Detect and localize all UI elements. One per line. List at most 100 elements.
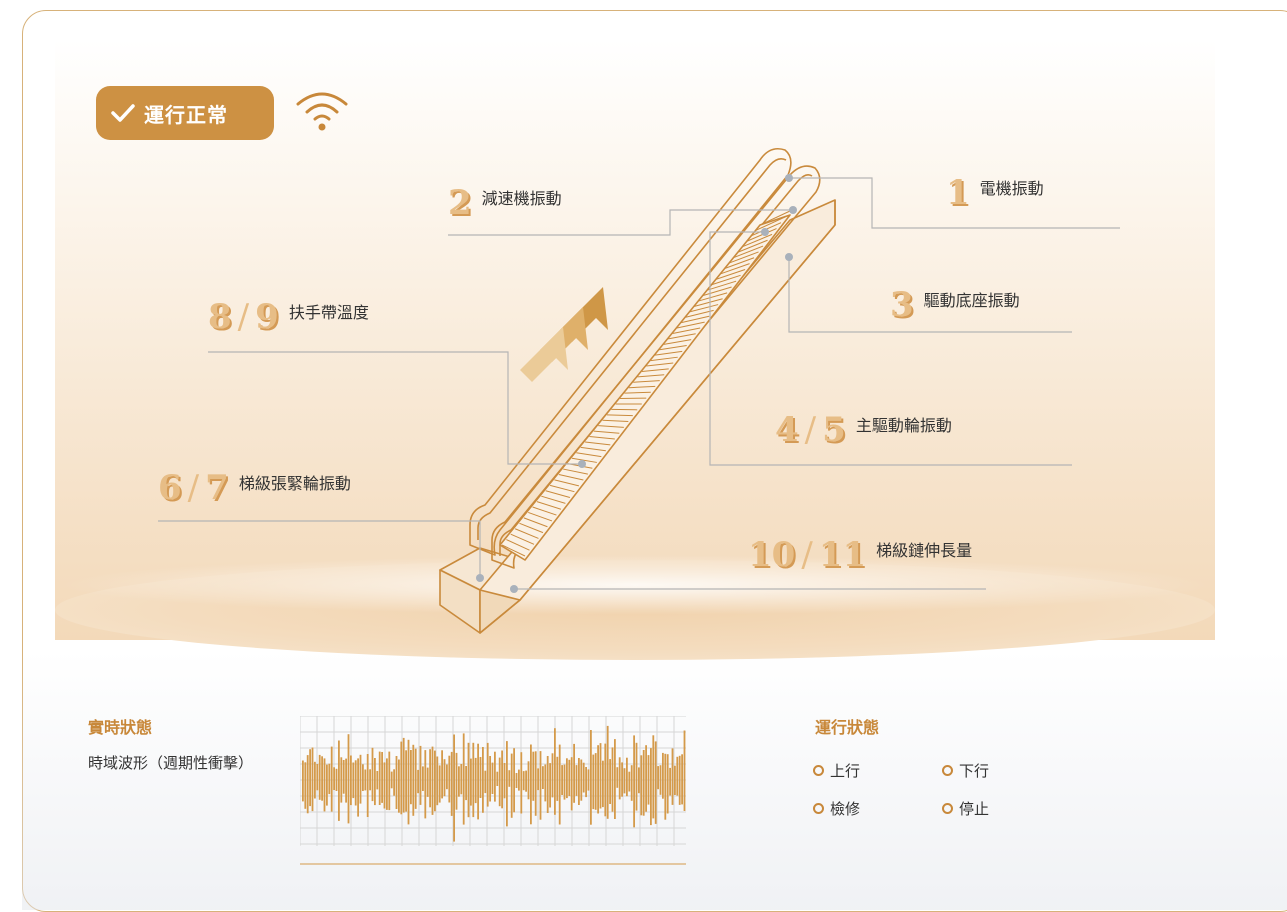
status-dot-icon <box>813 765 824 776</box>
status-item-up[interactable]: 上行 <box>813 760 860 781</box>
waveform-bar <box>528 761 530 799</box>
waveform-bar <box>319 755 321 800</box>
waveform-bar <box>585 767 587 797</box>
waveform-bar <box>645 745 647 812</box>
waveform-bar <box>444 759 446 796</box>
waveform-bar <box>640 755 642 815</box>
waveform-bar <box>314 762 316 799</box>
sensor-number: 2 <box>448 186 472 220</box>
waveform-bar <box>573 744 575 803</box>
waveform-bar <box>364 770 366 791</box>
waveform-bar <box>684 731 686 812</box>
waveform-bar <box>374 758 376 805</box>
waveform-bar <box>480 757 482 798</box>
waveform-bar <box>328 764 330 794</box>
waveform-bar <box>472 743 474 817</box>
waveform-bar <box>434 751 436 812</box>
waveform-bar <box>489 756 491 802</box>
waveform-bar <box>676 757 678 796</box>
status-item-label: 上行 <box>830 760 860 781</box>
sensor-name: 扶手帶溫度 <box>289 302 369 334</box>
waveform-bar <box>369 769 371 790</box>
waveform-chart <box>300 716 688 868</box>
waveform-bar <box>487 743 489 807</box>
waveform-bar <box>626 758 628 797</box>
waveform-bar <box>357 758 359 816</box>
waveform-bar <box>429 749 431 807</box>
waveform-bar <box>511 754 513 818</box>
waveform-bar <box>439 765 441 802</box>
sensor-name: 梯級鏈伸長量 <box>876 540 972 572</box>
waveform-bar <box>400 742 402 815</box>
status-item-down[interactable]: 下行 <box>942 760 989 781</box>
waveform-bar <box>650 748 652 825</box>
waveform-bar <box>600 743 602 808</box>
waveform-bar <box>667 754 669 813</box>
sensor-label-2: 2 減速機振動 <box>448 186 562 220</box>
waveform-bar <box>501 751 503 809</box>
waveform-bar <box>355 760 357 805</box>
status-badge: 運行正常 <box>96 86 274 140</box>
waveform-bar <box>604 744 606 817</box>
waveform-bar <box>350 756 352 806</box>
status-dot-icon <box>942 765 953 776</box>
waveform-bar <box>542 766 544 789</box>
status-item-maintenance[interactable]: 檢修 <box>813 798 860 819</box>
waveform-bar <box>432 747 434 815</box>
waveform-bar <box>393 769 395 795</box>
waveform-bar <box>496 772 498 786</box>
waveform-bar <box>674 766 676 795</box>
waveform-bar <box>588 769 590 790</box>
waveform-bar <box>520 752 522 813</box>
waveform-bar <box>307 755 309 813</box>
waveform-bar <box>549 763 551 807</box>
waveform-bar <box>621 762 623 796</box>
waveform-bar <box>388 752 390 811</box>
waveform-bar <box>345 759 347 803</box>
waveform-bar <box>669 768 671 796</box>
sensor-label-1: 1 電機振動 <box>946 176 1044 210</box>
waveform-bar <box>561 765 563 795</box>
waveform-bar <box>516 773 518 788</box>
waveform-bar <box>348 734 350 823</box>
waveform-bar <box>441 750 443 798</box>
waveform-bar <box>590 730 592 825</box>
waveform-bar <box>460 764 462 794</box>
status-dot-icon <box>942 803 953 814</box>
number-separator: / <box>801 535 812 575</box>
waveform-bar <box>518 770 520 791</box>
waveform-bar <box>609 759 611 804</box>
waveform-bar <box>420 746 422 805</box>
sensor-number-b: 11 <box>819 535 866 575</box>
waveform-bar <box>619 757 621 799</box>
waveform-bar <box>384 762 386 808</box>
waveform-bar <box>537 768 539 790</box>
sensor-name: 減速機振動 <box>482 188 562 220</box>
waveform-bar <box>636 743 638 811</box>
waveform-bar <box>664 754 666 820</box>
waveform-bar <box>403 738 405 813</box>
waveform-bar <box>580 760 582 801</box>
waveform-bar <box>326 765 328 806</box>
sensor-number-a: 10 <box>748 535 795 575</box>
wifi-icon <box>294 88 350 134</box>
status-badge-text: 運行正常 <box>144 99 228 128</box>
waveform-bar <box>648 755 650 805</box>
waveform-bar <box>321 756 323 800</box>
waveform-bar <box>333 767 335 790</box>
sensor-number-pair: 6/7 <box>158 471 229 505</box>
sensor-number-a: 6 <box>158 468 182 508</box>
status-item-label: 停止 <box>959 798 989 819</box>
waveform-bar <box>412 745 414 816</box>
status-item-label: 下行 <box>959 760 989 781</box>
waveform-bar <box>451 752 453 816</box>
waveform-bar <box>309 749 311 806</box>
sensor-label-8-9: 8/9 扶手帶溫度 <box>208 300 369 334</box>
waveform-bar <box>564 765 566 800</box>
number-separator: / <box>188 468 199 508</box>
waveform-bar <box>448 756 450 803</box>
sensor-name: 驅動底座振動 <box>924 290 1020 322</box>
sensor-number-pair: 4/5 <box>775 413 846 447</box>
waveform-bar <box>643 750 645 816</box>
status-item-stop[interactable]: 停止 <box>942 798 989 819</box>
